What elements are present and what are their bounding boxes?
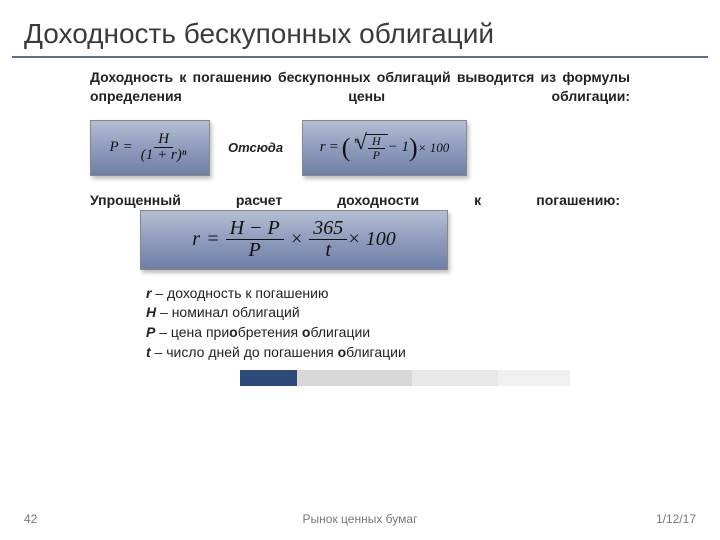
legend-r: r – доходность к погашению: [146, 284, 660, 304]
f3-frac2: 365 t: [309, 218, 347, 261]
equals: =: [206, 228, 220, 251]
simplified-paragraph: Упрощенный расчет доходности к погашению…: [90, 192, 660, 208]
footer-center: Рынок ценных бумаг: [0, 512, 720, 526]
formula-yield-root: r = ( n √ H P − 1 ) × 100: [302, 120, 467, 176]
f3-d1: P: [245, 240, 265, 261]
equals: =: [329, 139, 339, 156]
equals: =: [123, 139, 133, 156]
f3-tail: × 100: [347, 228, 396, 251]
f2-rn: H: [368, 135, 385, 149]
times1: ×: [290, 228, 304, 251]
f1-fraction: H (1 + r)ⁿ: [137, 132, 191, 165]
f1-lhs: P: [110, 139, 119, 156]
legend-t: t – число дней до погашения облигации: [146, 343, 660, 363]
otsuda-label: Отсюда: [228, 141, 284, 155]
open-bracket: (: [342, 140, 351, 156]
f1-num: H: [154, 132, 173, 149]
f2-times: × 100: [418, 140, 450, 156]
f3-d2: t: [321, 240, 335, 261]
legend: r – доходность к погашению H – номинал о…: [90, 284, 660, 362]
decorative-bar: [240, 370, 570, 386]
legend-H: H – номинал облигаций: [146, 303, 660, 323]
root-index: n: [354, 135, 359, 145]
f1-den: (1 + r)ⁿ: [137, 148, 191, 164]
bar-seg-2: [297, 370, 412, 386]
f2-minus: − 1: [388, 139, 409, 156]
f3-lhs: r: [192, 228, 200, 251]
f2-lhs: r: [320, 139, 326, 156]
bar-seg-3: [412, 370, 498, 386]
footer: 42 Рынок ценных бумаг 1/12/17: [0, 512, 720, 526]
bar-seg-1: [240, 370, 297, 386]
legend-P: P – цена приобретения облигации: [146, 323, 660, 343]
f3-frac1: H − P P: [226, 218, 284, 261]
formula-row-1: P = H (1 + r)ⁿ Отсюда r = ( n √ H P: [90, 120, 660, 176]
root: √ H P: [355, 134, 388, 161]
content-area: Доходность к погашению бескупонных облиг…: [0, 58, 720, 386]
formula-simplified: r = H − P P × 365 t × 100: [140, 210, 448, 270]
f3-n2: 365: [309, 218, 347, 240]
bar-seg-4: [498, 370, 570, 386]
formula-price: P = H (1 + r)ⁿ: [90, 120, 210, 176]
intro-paragraph: Доходность к погашению бескупонных облиг…: [90, 68, 660, 106]
slide-title: Доходность бескупонных облигаций: [0, 0, 720, 56]
f2-rd: P: [369, 149, 384, 162]
f3-n1: H − P: [226, 218, 284, 240]
close-bracket: ): [409, 140, 418, 156]
